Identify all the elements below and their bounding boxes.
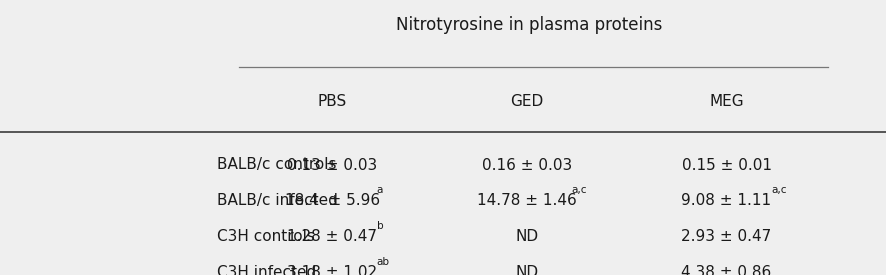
Text: 2.93 ± 0.47: 2.93 ± 0.47 [681, 229, 772, 244]
Text: 0.13 ± 0.03: 0.13 ± 0.03 [287, 158, 377, 172]
Text: BALB/c controls: BALB/c controls [217, 158, 337, 172]
Text: ND: ND [516, 265, 539, 275]
Text: 0.16 ± 0.03: 0.16 ± 0.03 [482, 158, 572, 172]
Text: b: b [377, 221, 384, 231]
Text: 9.08 ± 1.11: 9.08 ± 1.11 [681, 193, 772, 208]
Text: a: a [377, 185, 383, 195]
Text: 4.38 ± 0.86: 4.38 ± 0.86 [681, 265, 772, 275]
Text: ND: ND [516, 229, 539, 244]
Text: 18.4  ± 5.96: 18.4 ± 5.96 [284, 193, 380, 208]
Text: BALB/c infected: BALB/c infected [217, 193, 338, 208]
Text: C3H infected: C3H infected [217, 265, 316, 275]
Text: GED: GED [510, 94, 544, 109]
Text: MEG: MEG [709, 94, 744, 109]
Text: 0.15 ± 0.01: 0.15 ± 0.01 [681, 158, 772, 172]
Text: a,c: a,c [571, 185, 587, 195]
Text: ab: ab [377, 257, 390, 267]
Text: a,c: a,c [771, 185, 787, 195]
Text: 14.78 ± 1.46: 14.78 ± 1.46 [478, 193, 577, 208]
Text: Nitrotyrosine in plasma proteins: Nitrotyrosine in plasma proteins [396, 16, 663, 34]
Text: 1.28 ± 0.47: 1.28 ± 0.47 [287, 229, 377, 244]
Text: 3.18 ± 1.02: 3.18 ± 1.02 [287, 265, 377, 275]
Text: PBS: PBS [317, 94, 347, 109]
Text: C3H controls: C3H controls [217, 229, 315, 244]
